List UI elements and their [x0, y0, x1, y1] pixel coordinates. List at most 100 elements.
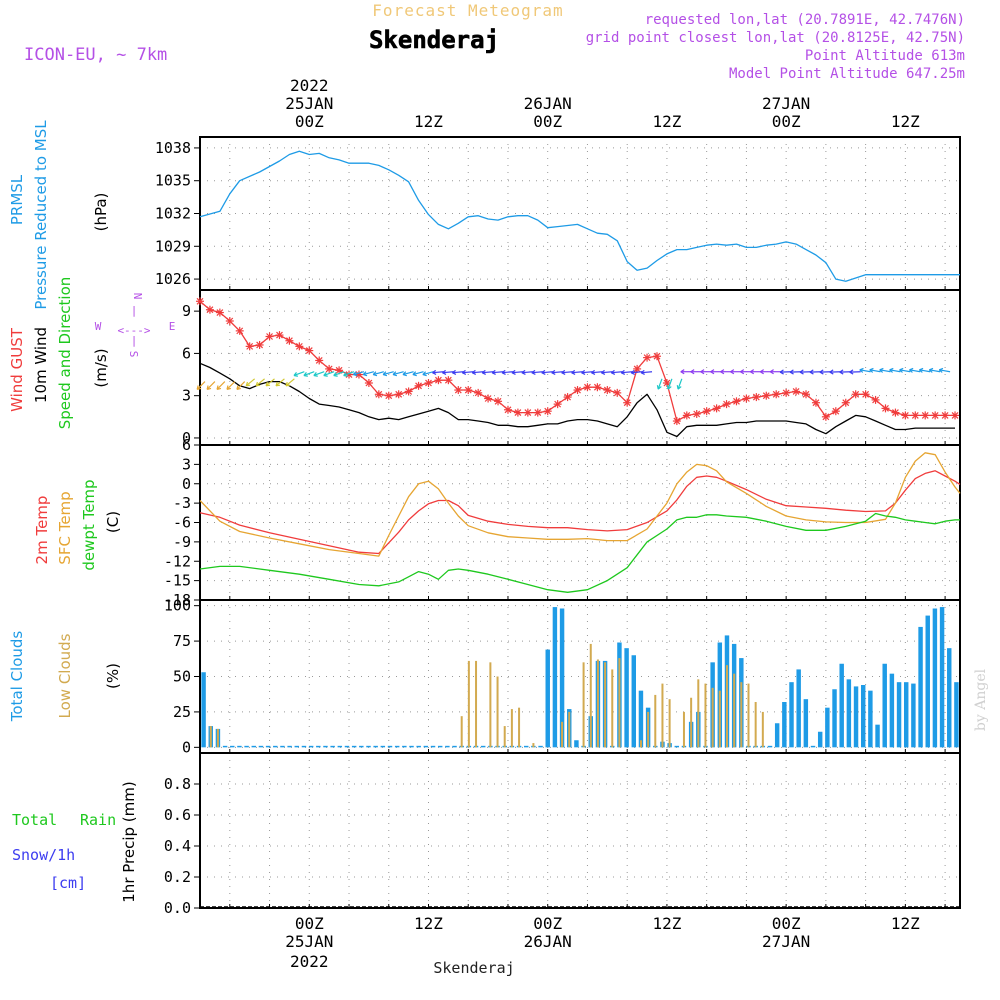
wind-arrow — [600, 369, 613, 375]
gust-marker — [692, 410, 701, 418]
gust-marker — [255, 340, 264, 349]
total-cloud-bar — [437, 745, 443, 748]
y-tick-label: 0 — [182, 738, 191, 756]
wind-arrow-shaft — [641, 371, 653, 374]
gust-marker — [821, 412, 830, 421]
gust-marker-d2 — [226, 317, 234, 325]
gust-marker — [742, 394, 751, 403]
low-cloud-bar — [568, 711, 571, 748]
gust-marker-d2 — [405, 388, 413, 395]
wind-arrow-head — [323, 372, 327, 376]
wind-arrow-head — [889, 367, 894, 371]
wind-arrow — [769, 369, 782, 375]
wind-arrow — [451, 369, 464, 375]
gust-marker — [851, 390, 860, 399]
gust-marker-d2 — [653, 352, 661, 360]
wind-arrow-head — [561, 369, 566, 374]
gust-marker-d2 — [882, 404, 889, 412]
wind-arrow-shaft — [285, 378, 295, 387]
total-cloud-bar — [574, 740, 579, 748]
total-cloud-bar — [230, 745, 235, 748]
total-cloud-bar — [316, 745, 321, 748]
gust-marker-d2 — [921, 411, 929, 419]
gust-marker-d2 — [444, 376, 452, 384]
precip-unit-label: 1hr Precip (mm) — [120, 781, 138, 902]
gust-marker-d2 — [931, 411, 939, 419]
low-cloud-bar — [718, 690, 721, 748]
total-cloud-bar — [359, 745, 364, 748]
gust-marker — [841, 398, 850, 407]
wind-arrow-head — [511, 369, 516, 374]
wind-arrow — [216, 381, 226, 390]
wind-arrow — [789, 369, 802, 375]
wind-arrow-shaft — [571, 371, 583, 374]
wind-arrow-head — [849, 369, 854, 373]
gust-marker-d2 — [494, 397, 502, 405]
bottom-hour-label: 12Z — [891, 914, 920, 933]
wind-arrow-shaft — [236, 381, 246, 390]
gust-marker — [603, 386, 612, 395]
gust-marker — [533, 408, 542, 417]
low-cloud-bar — [589, 643, 592, 748]
wind-arrow-shaft — [343, 371, 355, 377]
total-cloud-bar — [366, 745, 371, 748]
total-cloud-bar — [810, 745, 816, 748]
gust-marker — [901, 411, 910, 420]
wind-arrow-head — [226, 385, 229, 390]
wind-arrow-shaft — [601, 371, 613, 374]
wind-arrow — [690, 369, 702, 375]
wind-arrow-head — [859, 367, 864, 371]
gust-marker-d2 — [782, 389, 790, 397]
wind-arrow-shaft — [501, 371, 513, 374]
wind-arrow-shaft — [422, 371, 434, 376]
wind-arrow — [909, 367, 921, 373]
wind-arrow — [501, 369, 513, 375]
gust-marker-d2 — [236, 327, 244, 335]
gust-marker — [593, 383, 602, 392]
y-tick-label: -6 — [173, 514, 191, 532]
total-cloud-bar — [237, 745, 242, 748]
wind-arrow — [226, 381, 236, 390]
wind-arrow-head — [442, 369, 446, 374]
gust-marker-d2 — [703, 407, 711, 415]
wind-arrow — [591, 369, 603, 375]
gust-marker-d2 — [295, 342, 303, 350]
y-tick-label: 9 — [182, 302, 191, 320]
compass-w-label: W — [95, 320, 102, 333]
gust-marker-d2 — [365, 379, 373, 387]
wind-arrow-head — [392, 371, 397, 375]
gust-marker — [792, 387, 801, 396]
gust-marker-d2 — [772, 390, 780, 398]
wind-arrow-head — [551, 369, 556, 374]
wind-arrow — [730, 369, 742, 375]
wind-arrow-head — [196, 385, 199, 390]
gust-marker-d2 — [524, 409, 532, 417]
gust-marker — [444, 376, 453, 385]
requested-coords: requested lon,lat (20.7891E, 42.7476N) — [645, 12, 965, 28]
wind-speed-dir-label: Speed and Direction — [56, 277, 74, 430]
y-tick-label: 0 — [182, 475, 191, 493]
wind-panel: 0 3 6 9 — [182, 289, 961, 447]
gust-marker — [245, 342, 254, 351]
gust-marker — [543, 407, 552, 416]
wind-arrow-head — [749, 369, 755, 373]
low-cloud-bar — [475, 660, 478, 748]
wind-arrow-shaft — [313, 371, 325, 377]
wind-arrow-head — [929, 367, 934, 371]
gust-marker-d2 — [425, 379, 432, 387]
total-cloud-bar — [280, 745, 285, 748]
wind-arrow-head — [412, 371, 417, 375]
wind-arrow-head — [372, 371, 377, 375]
wind-arrow — [869, 367, 881, 373]
low-cloud-bar — [690, 697, 693, 748]
gust-marker-d2 — [951, 411, 959, 419]
total-cloud-bar — [911, 683, 916, 748]
total-cloud-bar — [423, 745, 429, 748]
wind-arrow-head — [313, 372, 317, 376]
total-cloud-bar — [380, 745, 386, 748]
gust-marker-d2 — [911, 411, 919, 419]
total-cloud-bar — [251, 745, 256, 748]
total-cloud-bar — [939, 607, 945, 748]
wind-gust-label: Wind GUST — [8, 327, 26, 412]
wind-arrow — [620, 369, 633, 375]
